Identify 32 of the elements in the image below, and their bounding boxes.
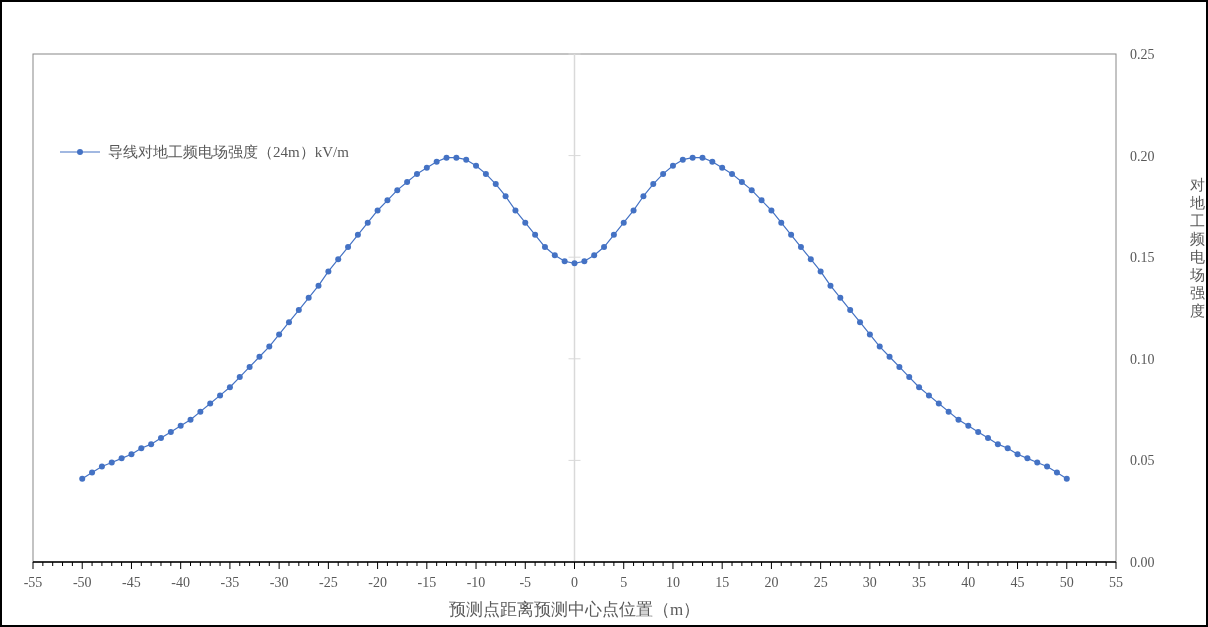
x-tick-label: 5: [620, 575, 628, 590]
x-tick-label: -10: [466, 575, 486, 590]
x-tick-label: 0: [571, 575, 578, 590]
x-tick-label: 10: [665, 575, 680, 590]
x-tick-label: 30: [862, 575, 877, 590]
y-tick-label: 0.10: [1130, 351, 1155, 367]
x-tick-label: 50: [1059, 575, 1074, 590]
x-tick-label: -40: [171, 575, 191, 590]
x-tick-label: -55: [23, 575, 43, 590]
legend-label: 导线对地工频电场强度（24m）kV/m: [108, 144, 350, 160]
y-tick-label: 0.15: [1130, 250, 1155, 266]
x-tick-label: -15: [417, 575, 437, 590]
y-tick-label: 0.20: [1130, 148, 1155, 164]
x-tick-label: 55: [1109, 575, 1123, 590]
x-tick-label: -50: [72, 575, 92, 590]
x-tick-label: -30: [269, 575, 289, 590]
y-axis-title: 对地工频电场强度: [1188, 177, 1205, 319]
x-tick-label: -35: [220, 575, 240, 590]
x-tick-label: 20: [764, 575, 779, 590]
y-tick-label: 0.05: [1130, 453, 1155, 469]
x-tick-label: 25: [813, 575, 828, 590]
x-tick-label: 35: [912, 575, 927, 590]
x-tick-label: 40: [961, 575, 976, 590]
x-tick-label: -20: [368, 575, 387, 590]
y-tick-label: 0.00: [1130, 555, 1155, 570]
y-tick-label: 0.25: [1130, 47, 1155, 62]
x-tick-label: -45: [122, 575, 141, 590]
x-axis-title: 预测点距离预测中心点位置（m）: [448, 600, 701, 619]
x-tick-label: 15: [715, 575, 730, 590]
x-tick-label: -5: [519, 575, 532, 590]
x-tick-label: -25: [319, 575, 338, 590]
x-tick-label: 45: [1010, 575, 1025, 590]
